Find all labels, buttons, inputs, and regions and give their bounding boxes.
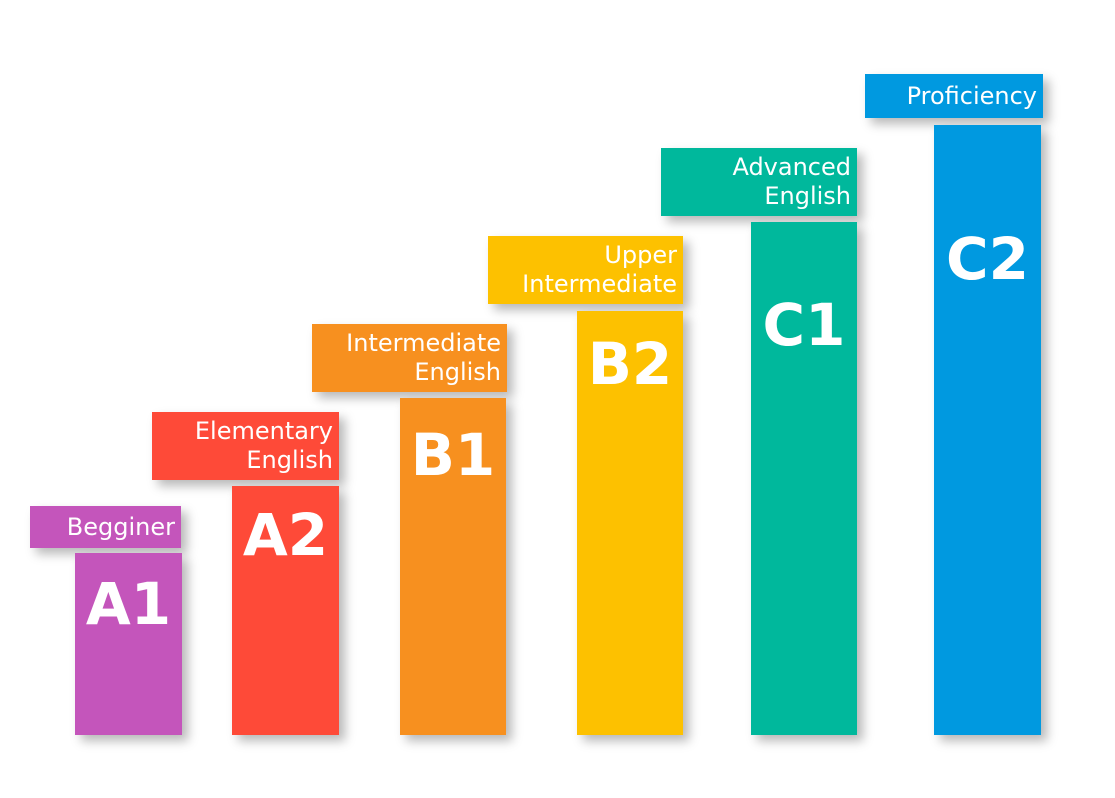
level-c1-label-line-1: Advanced — [732, 153, 851, 181]
level-c2-code: C2 — [946, 225, 1029, 293]
level-b1-label-line-1: Intermediate — [346, 329, 501, 357]
level-a2-label-line-2: English — [246, 446, 333, 474]
level-a2-bar: A2 — [232, 486, 339, 735]
level-b1-label-line-2: English — [414, 358, 501, 386]
level-b2-label: Upper Intermediate — [488, 236, 683, 304]
level-b2-label-line-1: Upper — [604, 241, 677, 269]
level-b1-label: Intermediate English — [312, 324, 507, 392]
level-a2-label: Elementary English — [152, 412, 339, 480]
level-a2-code: A2 — [242, 501, 329, 569]
level-c2-label: Proficiency — [865, 74, 1043, 118]
level-b2-bar: B2 — [577, 311, 683, 735]
level-a1-code: A1 — [85, 570, 172, 638]
level-c1-label-line-2: English — [764, 182, 851, 210]
level-b2-code: B2 — [587, 330, 673, 398]
level-a2-label-line-1: Elementary — [194, 417, 333, 445]
level-c1-label: Advanced English — [661, 148, 857, 216]
level-c2-bar: C2 — [934, 125, 1041, 735]
level-b1-code: B1 — [410, 421, 496, 489]
level-c1-bar: C1 — [751, 222, 857, 735]
level-a1-label-line-1: Begginer — [66, 512, 175, 541]
level-b2-label-line-2: Intermediate — [522, 270, 677, 298]
level-a1-bar: A1 — [75, 553, 182, 735]
level-a1-label: Begginer — [30, 506, 181, 548]
level-c1-code: C1 — [762, 291, 846, 359]
level-c2-label-line-1: Proficiency — [906, 81, 1037, 110]
level-b1-bar: B1 — [400, 398, 506, 735]
